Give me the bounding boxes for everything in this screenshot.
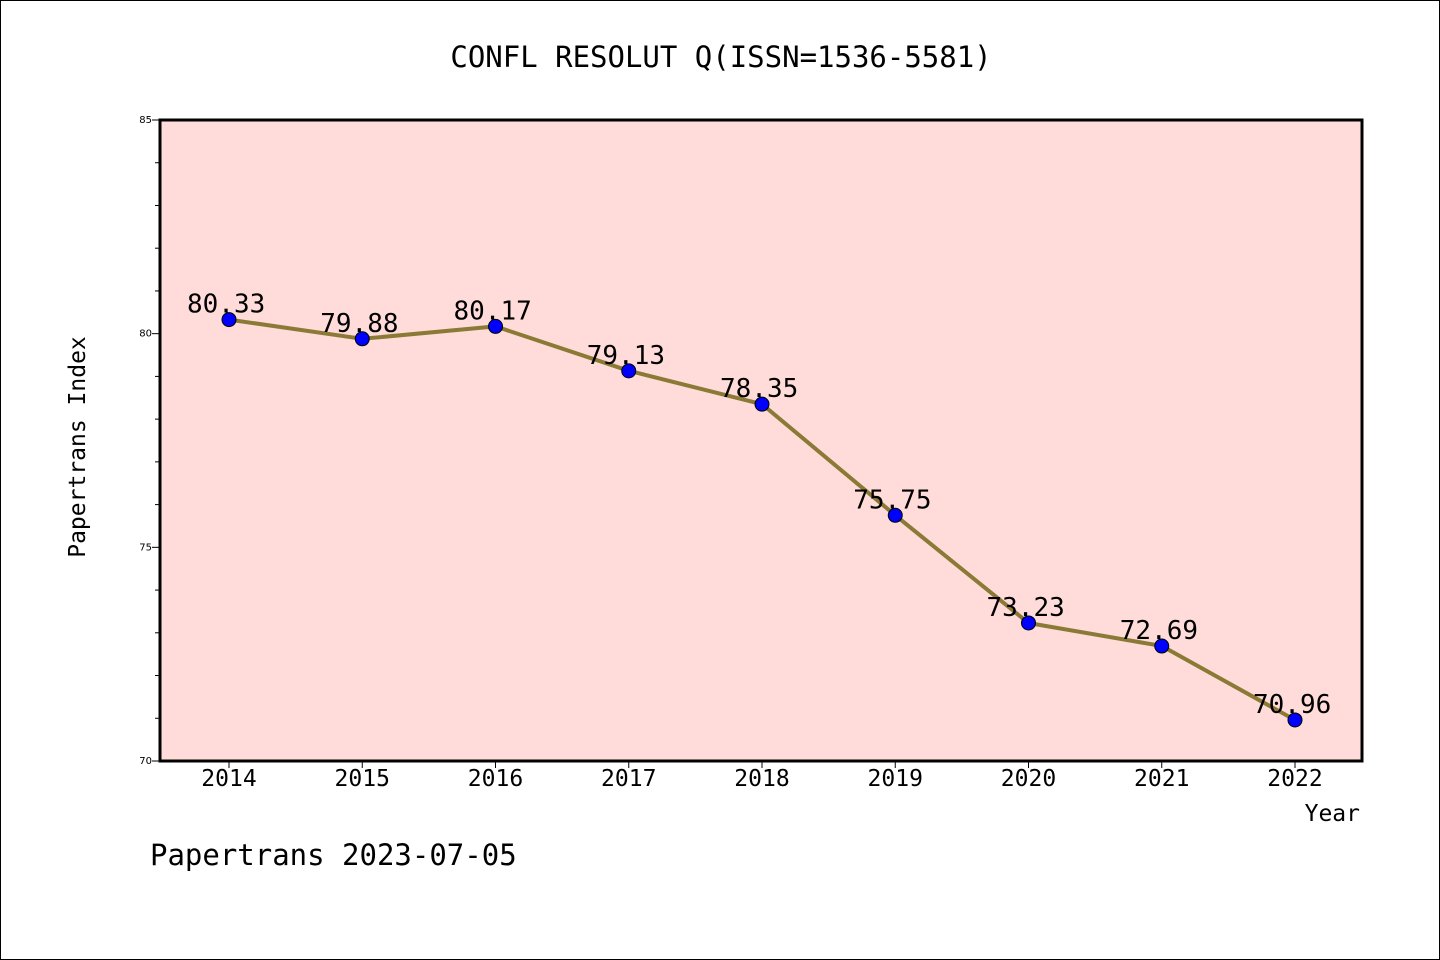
plot-border — [158, 118, 1364, 763]
x-tick-label: 2019 — [868, 766, 923, 792]
x-tick-label: 2021 — [1134, 766, 1189, 792]
data-point — [1154, 638, 1170, 654]
data-point — [1021, 615, 1036, 631]
data-point — [488, 318, 503, 334]
data-label: 73.23 — [987, 593, 1065, 623]
data-label: 79.13 — [587, 341, 665, 371]
chart-title: CONFL RESOLUT Q(ISSN=1536-5581) — [450, 40, 991, 74]
x-tick-label: 2016 — [468, 766, 523, 792]
y-axis: 70 75 80 85 — [139, 115, 160, 767]
data-point — [621, 363, 637, 379]
data-point — [1287, 712, 1303, 728]
y-axis-label: Papertrans Index — [65, 336, 91, 558]
x-axis-label: Year — [1305, 801, 1360, 827]
y-tick-label: 80 — [139, 329, 152, 340]
x-tick-label: 2015 — [335, 766, 390, 792]
y-tick-label: 70 — [139, 756, 152, 767]
data-point — [221, 312, 237, 328]
watermark: Papertrans 2023-07-05 — [150, 838, 517, 872]
data-label: 70.96 — [1253, 690, 1331, 720]
data-point — [354, 331, 370, 347]
x-tick-label: 2022 — [1267, 766, 1322, 792]
data-label: 80.33 — [187, 290, 265, 320]
data-point — [887, 507, 903, 523]
data-label: 79.88 — [320, 309, 398, 339]
data-label: 75.75 — [853, 485, 931, 515]
data-label: 72.69 — [1120, 616, 1198, 646]
x-tick-label: 2014 — [201, 766, 256, 792]
y-tick-label: 75 — [139, 542, 152, 553]
x-axis: 2014 2015 2016 2017 2018 2019 2020 2021 2022 — [201, 761, 1323, 792]
y-tick-label: 85 — [139, 115, 152, 126]
x-tick-label: 2017 — [601, 766, 656, 792]
data-label: 80.17 — [454, 296, 532, 326]
marker-group — [221, 312, 1303, 728]
x-tick-label: 2020 — [1001, 766, 1056, 792]
data-point — [754, 396, 770, 412]
plot-area — [160, 120, 1362, 761]
x-tick-label: 2018 — [734, 766, 789, 792]
data-label-group: 80.33 79.88 80.17 79.13 78.35 75.75 73.23 72.69… — [187, 290, 1331, 720]
data-label: 78.35 — [720, 374, 798, 404]
